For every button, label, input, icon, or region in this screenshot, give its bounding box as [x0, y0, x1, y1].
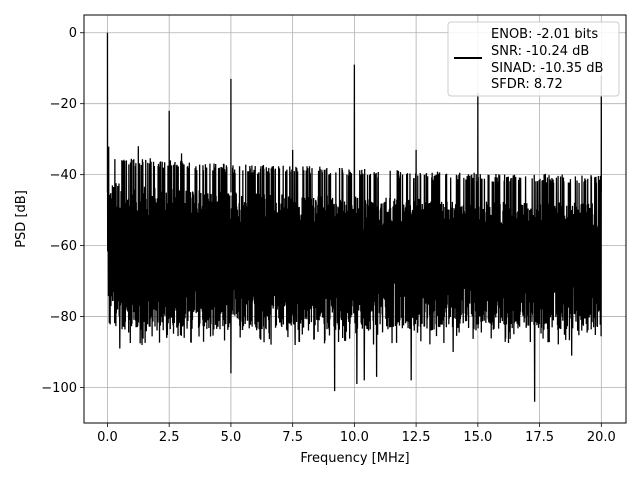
x-tick-label: 10.0: [340, 430, 369, 445]
y-tick-label: −100: [41, 381, 77, 396]
x-tick-label: 2.5: [159, 430, 180, 445]
x-axis-label: Frequency [MHz]: [300, 451, 409, 466]
y-tick-label: −20: [50, 97, 77, 112]
x-tick-label: 17.5: [525, 430, 554, 445]
plot-frame: [83, 14, 627, 424]
y-tick-label: −40: [50, 168, 77, 183]
legend-text-snr: SNR: -10.24 dB: [491, 44, 589, 59]
y-tick-label: 0: [69, 26, 77, 41]
x-tick-label: 12.5: [402, 430, 431, 445]
series-line: [106, 32, 602, 402]
x-tick-label: 7.5: [282, 430, 303, 445]
y-tick-label: −80: [50, 310, 77, 325]
x-tick-label: 5.0: [221, 430, 242, 445]
legend-text-enob: ENOB: -2.01 bits: [491, 27, 598, 42]
x-axis: 0.0 2.5 5.0 7.5 10.0 12.5 15.0 17.5 20.0: [97, 423, 616, 445]
legend: ENOB: -2.01 bits SNR: -10.24 dB SINAD: -…: [447, 21, 620, 97]
y-tick-label: −60: [50, 239, 77, 254]
x-tick-label: 20.0: [587, 430, 616, 445]
x-tick-label: 0.0: [97, 430, 118, 445]
series-group: [106, 32, 602, 402]
legend-text-sfdr: SFDR: 8.72: [491, 77, 563, 92]
x-tick-label: 15.0: [463, 430, 492, 445]
legend-text-sinad: SINAD: -10.35 dB: [491, 61, 603, 76]
y-axis-label: PSD [dB]: [14, 190, 29, 248]
legend-box: [447, 21, 620, 97]
y-axis: 0 −20 −40 −60 −80 −100: [41, 26, 84, 396]
